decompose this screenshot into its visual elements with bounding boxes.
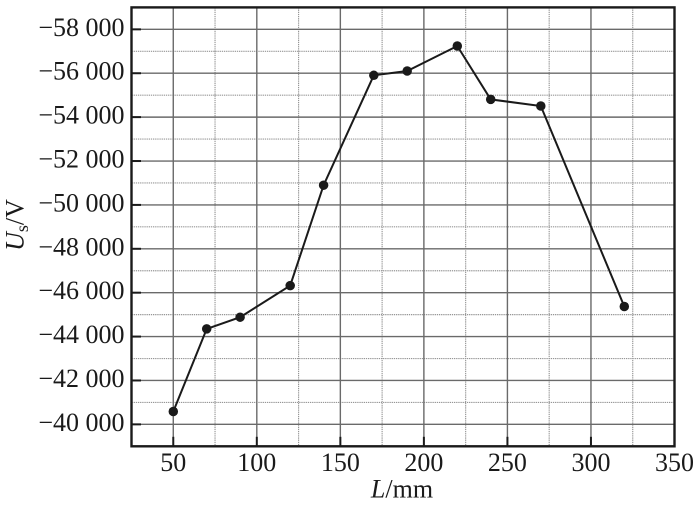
- svg-text:−56 000: −56 000: [38, 57, 124, 86]
- svg-text:−58 000: −58 000: [38, 13, 124, 42]
- svg-text:250: 250: [488, 448, 527, 477]
- svg-text:−46 000: −46 000: [38, 276, 124, 305]
- svg-text:350: 350: [655, 448, 694, 477]
- svg-text:−44 000: −44 000: [38, 320, 124, 349]
- svg-text:150: 150: [321, 448, 360, 477]
- svg-text:−48 000: −48 000: [38, 232, 124, 261]
- svg-text:−50 000: −50 000: [38, 188, 124, 217]
- svg-text:50: 50: [160, 448, 186, 477]
- svg-text:−42 000: −42 000: [38, 364, 124, 393]
- svg-text:L/mm: L/mm: [370, 475, 433, 504]
- svg-text:100: 100: [237, 448, 276, 477]
- svg-text:−54 000: −54 000: [38, 101, 124, 130]
- svg-text:200: 200: [404, 448, 443, 477]
- svg-text:300: 300: [571, 448, 610, 477]
- svg-text:−40 000: −40 000: [38, 408, 124, 437]
- svg-text:Us/V: Us/V: [1, 199, 33, 251]
- svg-text:−52 000: −52 000: [38, 145, 124, 174]
